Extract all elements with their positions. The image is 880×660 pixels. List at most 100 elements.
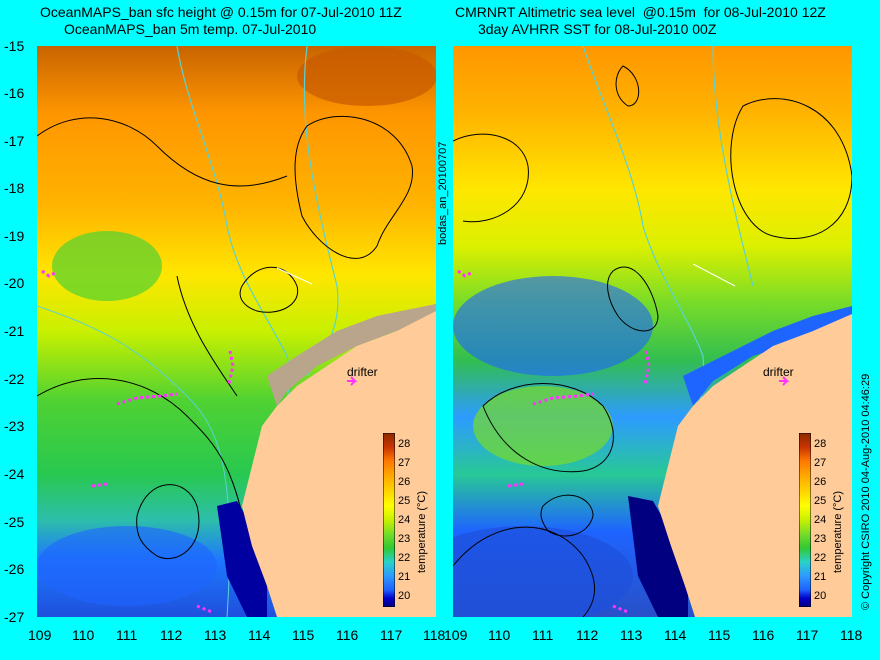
colorbar-tick: 25 (814, 495, 827, 507)
sea-level-contour (136, 484, 200, 559)
sea-level-contour (730, 98, 852, 239)
lon-tick: 109 (28, 627, 52, 643)
lon-tick: 117 (380, 627, 403, 643)
sea-level-contour (37, 378, 253, 567)
colorbar-tick: 28 (814, 438, 827, 450)
colorbar-tick: 27 (814, 457, 827, 469)
colorbar-tick: 25 (398, 495, 411, 507)
colorbar-tick: 20 (814, 590, 827, 602)
colorbar-tick: 21 (814, 571, 827, 583)
right-map-panel: drifter (453, 46, 852, 617)
drifter-track (612, 604, 629, 614)
drifter-track (91, 482, 108, 488)
colorbar-tick: 26 (398, 476, 411, 488)
right-map: drifter (453, 46, 852, 617)
sea-level-contour (615, 65, 640, 107)
lon-tick: 115 (292, 627, 315, 643)
isobath-line (712, 46, 754, 287)
lat-tick: -17 (4, 133, 25, 149)
lon-tick: 110 (488, 627, 511, 643)
lat-tick: -20 (4, 275, 25, 291)
lat-tick: -21 (4, 323, 25, 339)
colorbar-tick: 20 (398, 590, 411, 602)
warm-patch (473, 386, 613, 466)
lon-tick: 113 (620, 627, 643, 643)
sea-level-contour (294, 115, 414, 259)
transect-line (692, 263, 736, 287)
left-colorbar: 28 27 26 25 24 23 22 21 20 temperature (… (383, 433, 433, 608)
lat-tick: -22 (4, 371, 25, 387)
colorbar-tick: 21 (398, 571, 411, 583)
lon-tick: 112 (576, 627, 599, 643)
sea-level-contour (239, 266, 299, 313)
sea-level-contour (607, 266, 659, 332)
lon-tick: 109 (444, 627, 468, 643)
lon-tick: 118 (423, 627, 446, 643)
drifter-arrow-icon (779, 376, 790, 386)
lon-tick: 117 (796, 627, 819, 643)
sea-level-contour (176, 275, 238, 397)
cool-patch (453, 526, 633, 617)
shallow-cool-water (217, 501, 267, 617)
colorbar-tick: 22 (814, 552, 827, 564)
drifter-track (457, 269, 474, 278)
sea-level-contour (453, 133, 529, 223)
lat-tick: -16 (4, 85, 25, 101)
colorbar-tick: 27 (398, 457, 411, 469)
colorbar-tick: 28 (398, 438, 411, 450)
left-map-panel: drifter (37, 46, 436, 617)
sea-level-contour (453, 526, 596, 617)
colorbar-tick: 26 (814, 476, 827, 488)
lat-tick: -26 (4, 561, 25, 577)
run-id-label: bodas_an_20100707 (437, 141, 449, 245)
lat-tick: -24 (4, 466, 25, 482)
lon-tick: 118 (840, 627, 863, 643)
sea-level-contour (482, 383, 614, 473)
lon-tick: 110 (72, 627, 95, 643)
right-colorbar: 28 27 26 25 24 23 22 21 20 temperature (… (799, 433, 849, 608)
drifter-label: drifter (763, 365, 794, 379)
lat-tick: -19 (4, 228, 25, 244)
drifter-arrow-icon (347, 376, 358, 386)
lon-tick: 111 (116, 627, 138, 643)
drifter-label: drifter (347, 365, 378, 379)
lon-tick: 112 (160, 627, 183, 643)
lon-tick: 116 (336, 627, 359, 643)
cool-patch (453, 276, 653, 376)
colorbar-label: temperature (°C) (832, 490, 844, 573)
colorbar-tick: 24 (814, 514, 827, 526)
left-title-line1: OceanMAPS_ban sfc height @ 0.15m for 07-… (40, 4, 402, 20)
lat-tick: -23 (4, 418, 25, 434)
lat-tick: -25 (4, 514, 25, 530)
colorbar-tick: 23 (398, 533, 411, 545)
coastal-cool-water (683, 306, 852, 406)
lon-tick: 114 (664, 627, 687, 643)
lat-tick: -15 (4, 38, 25, 54)
colorbar-tick: 24 (398, 514, 411, 526)
colorbar-ramp (383, 433, 395, 607)
colorbar-ramp (799, 433, 811, 607)
drifter-track (196, 604, 213, 614)
lon-tick: 115 (708, 627, 731, 643)
cool-anomaly (37, 526, 217, 606)
right-title-line1: CMRNRT Altimetric sea level @0.15m for 0… (455, 4, 826, 20)
transect-line (276, 267, 313, 285)
lon-tick: 114 (248, 627, 271, 643)
sea-level-contour (540, 494, 594, 537)
copyright-label: © Copyright CSIRO 2010 04-Aug-2010 04:46… (860, 373, 872, 610)
drifter-track (41, 269, 58, 278)
lon-tick: 113 (204, 627, 227, 643)
shallow-cool-water (628, 496, 688, 617)
lon-tick: 111 (532, 627, 554, 643)
hot-anomaly (297, 46, 436, 106)
right-title-line2: 3day AVHRR SST for 08-Jul-2010 00Z (478, 21, 717, 37)
colorbar-label: temperature (°C) (416, 490, 428, 573)
left-title-line2: OceanMAPS_ban 5m temp. 07-Jul-2010 (64, 21, 317, 37)
sea-level-contour (37, 117, 288, 187)
warm-anomaly (52, 231, 162, 301)
lat-tick: -18 (4, 180, 25, 196)
left-map: drifter (37, 46, 436, 617)
shelf-mask (267, 304, 436, 406)
colorbar-tick: 22 (398, 552, 411, 564)
lat-tick: -27 (4, 609, 25, 625)
